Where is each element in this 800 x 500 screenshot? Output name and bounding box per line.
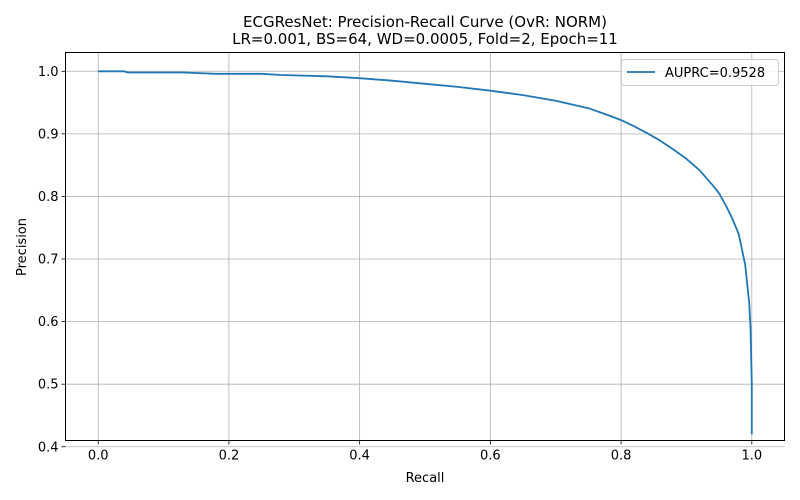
series-group	[98, 70, 753, 435]
x-tick-label: 0.0	[88, 449, 109, 464]
x-tick-label: 0.2	[219, 449, 240, 464]
x-axis-label: Recall	[406, 471, 445, 486]
chart-subtitle: LR=0.001, BS=64, WD=0.0005, Fold=2, Epoc…	[232, 30, 618, 48]
y-tick-label: 0.8	[38, 190, 59, 205]
legend-box	[621, 59, 779, 86]
y-tick-label: 1.0	[38, 65, 59, 80]
y-tick-label: 0.4	[38, 440, 59, 455]
legend: AUPRC=0.9528	[621, 59, 779, 86]
chart-title: ECGResNet: Precision-Recall Curve (OvR: …	[243, 13, 607, 31]
y-axis-label: Precision	[15, 218, 30, 276]
x-axis-ticks: 0.0 0.2 0.4 0.6 0.8 1.0	[88, 440, 762, 464]
y-tick-label: 0.9	[38, 127, 59, 142]
y-tick-label: 0.6	[38, 315, 59, 330]
y-tick-label: 0.5	[38, 378, 59, 393]
y-tick-label: 0.7	[38, 253, 59, 268]
y-axis-ticks: 0.4 0.5 0.6 0.7 0.8 0.9 1.0	[38, 65, 66, 455]
title-group: ECGResNet: Precision-Recall Curve (OvR: …	[232, 13, 618, 48]
x-tick-label: 1.0	[741, 449, 762, 464]
legend-label: AUPRC=0.9528	[665, 66, 765, 81]
plot-area-frame	[65, 52, 785, 441]
x-tick-label: 0.8	[611, 449, 632, 464]
series-line	[98, 70, 753, 435]
grid	[65, 52, 785, 448]
x-tick-label: 0.4	[349, 449, 370, 464]
x-tick-label: 0.6	[480, 449, 501, 464]
